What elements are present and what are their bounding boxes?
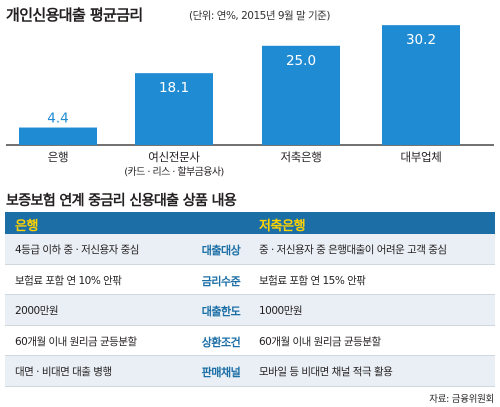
bank-cell: 2000만원 <box>15 305 59 317</box>
savings-bank-cell: 60개월 이내 원리금 균등분할 <box>259 335 381 348</box>
bar-0 <box>19 127 97 145</box>
table-header: 은행 저축은행 <box>5 212 495 234</box>
source-note: 자료: 금융위원회 <box>429 394 494 405</box>
chart-subtitle: (단위: 연%, 2015년 9월 말 기준) <box>189 10 330 22</box>
chart-title: 개인신용대출 평균금리 <box>6 6 143 24</box>
category-label-0: 은행 <box>48 150 69 164</box>
criteria-label: 대출대상 <box>201 244 241 257</box>
table-row: 2000만원 대출한도 1000만원 <box>5 295 495 326</box>
bar-chart: 4.4 은행 18.1 여신전문사 (카드 · 리스 · 할부금융사) 25.0 저축은행 3… <box>6 25 494 178</box>
table-row: 60개월 이내 원리금 균등분할 상환조건 60개월 이내 원리금 균등분할 <box>5 325 495 356</box>
table-row: 4등급 이하 중 · 저신용자 중심 대출대상 중 · 저신용자 중 은행대출이 어… <box>5 234 495 265</box>
table-row: 보험료 포함 연 10% 안팎 금리수준 보험료 포함 연 15% 안팎 <box>5 264 495 295</box>
product-comparison-table: 은행 저축은행 4등급 이하 중 · 저신용자 중심 대출대상 중 · 저신용자 중… <box>5 212 495 387</box>
savings-bank-cell: 모바일 등 비대면 채널 적극 활용 <box>259 366 393 378</box>
bank-cell: 보험료 포함 연 10% 안팎 <box>15 274 122 287</box>
bank-cell: 60개월 이내 원리금 균등분할 <box>15 335 137 348</box>
bars-layer: 4.4 은행 18.1 여신전문사 (카드 · 리스 · 할부금융사) 25.0 저축은행 3… <box>6 25 494 178</box>
bar-2 <box>262 45 340 145</box>
bar-3 <box>382 25 460 145</box>
table-row: 대면 · 비대면 대출 병행 판매채널 모바일 등 비대면 채널 적극 활용 <box>5 356 495 387</box>
bar-1 <box>135 73 213 145</box>
category-label-3: 대부업체 <box>400 150 441 164</box>
criteria-label: 판매채널 <box>201 366 241 379</box>
value-label-0: 4.4 <box>47 111 68 127</box>
value-label-2: 25.0 <box>286 53 316 69</box>
category-label-1: 여신전문사 <box>148 150 200 164</box>
value-label-3: 30.2 <box>406 32 436 48</box>
criteria-label: 대출한도 <box>201 305 241 318</box>
bank-cell: 대면 · 비대면 대출 병행 <box>15 366 112 378</box>
bank-cell: 4등급 이하 중 · 저신용자 중심 <box>15 244 139 256</box>
criteria-label: 금리수준 <box>201 274 241 288</box>
table-body: 4등급 이하 중 · 저신용자 중심 대출대상 중 · 저신용자 중 은행대출이 어… <box>5 234 495 387</box>
header-bank: 은행 <box>15 219 39 234</box>
savings-bank-cell: 1000만원 <box>259 305 303 317</box>
savings-bank-cell: 보험료 포함 연 15% 안팎 <box>259 274 366 287</box>
category-sublabel-1: (카드 · 리스 · 할부금융사) <box>124 166 224 178</box>
header-savings-bank: 저축은행 <box>259 219 306 234</box>
criteria-label: 상환조건 <box>201 335 241 349</box>
savings-bank-cell: 중 · 저신용자 중 은행대출이 어려운 고객 중심 <box>259 244 447 256</box>
value-label-1: 18.1 <box>159 80 189 96</box>
category-label-2: 저축은행 <box>280 150 321 164</box>
table-title: 보증보험 연계 중금리 신용대출 상품 내용 <box>6 193 237 209</box>
